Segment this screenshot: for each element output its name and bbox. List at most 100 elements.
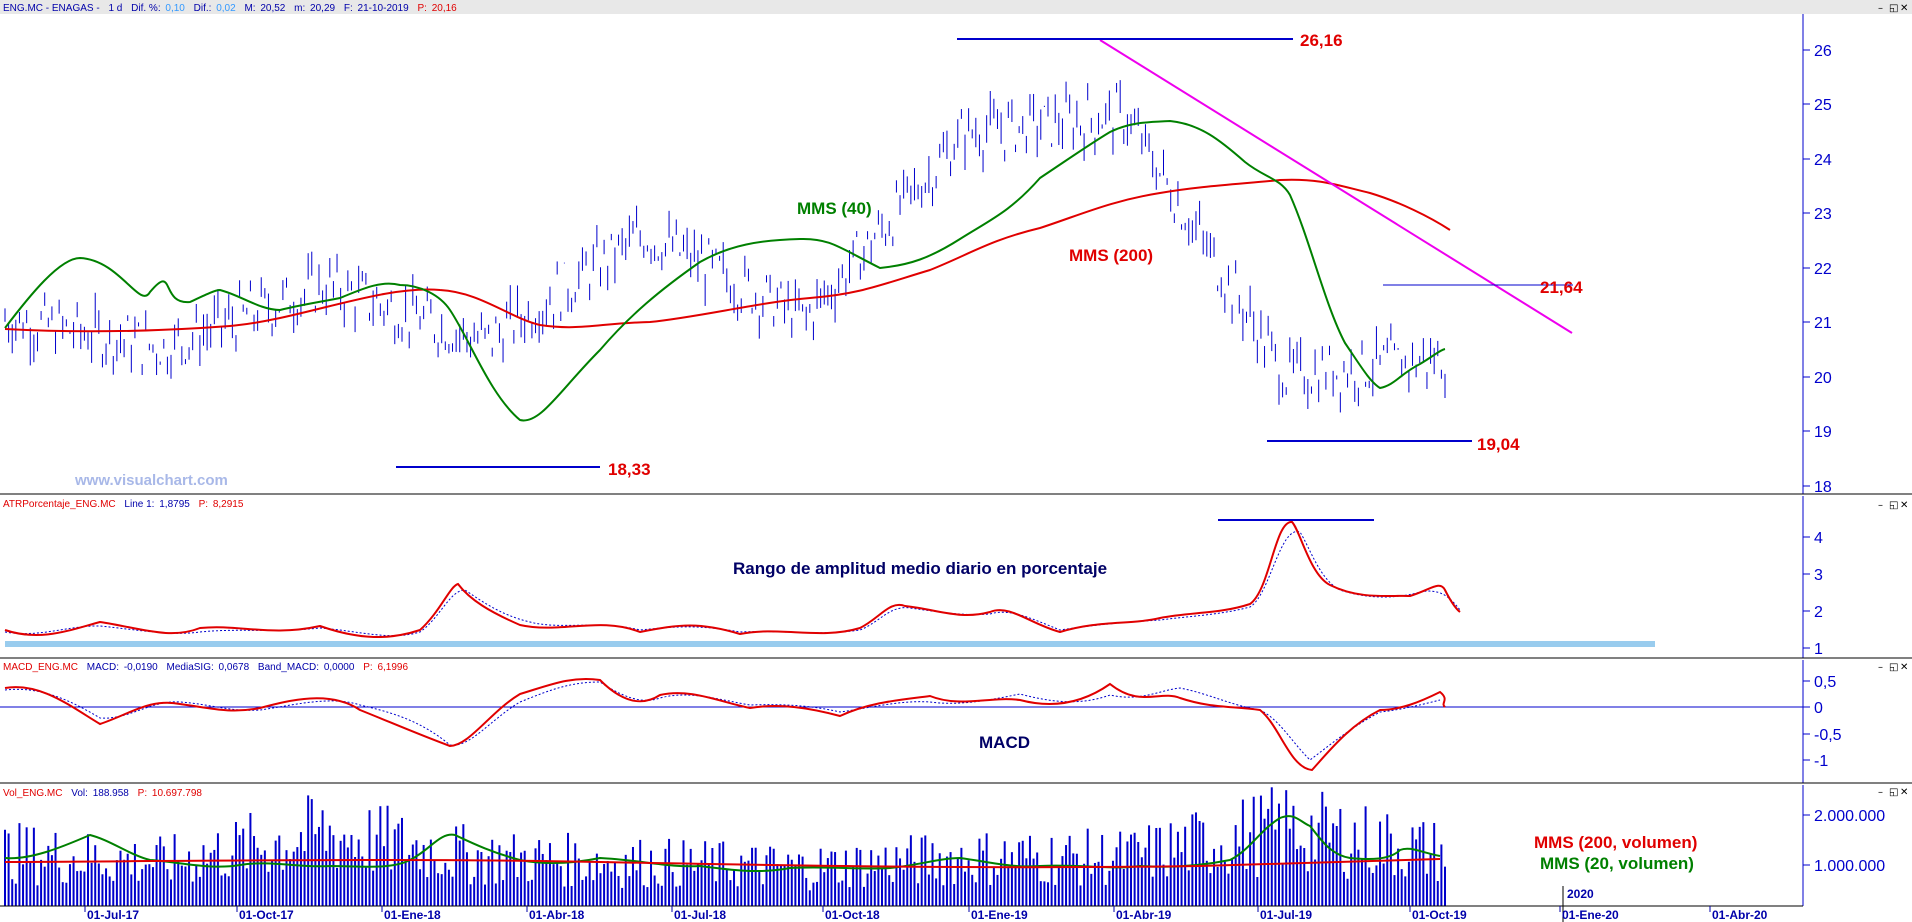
restore-icon[interactable]: ◱ (1889, 662, 1898, 673)
volume-bar (375, 834, 378, 906)
volume-bar (260, 854, 263, 906)
volume-bar (1407, 861, 1410, 906)
volume-bars (4, 787, 1446, 906)
volume-bar (1350, 853, 1353, 906)
macd-panel[interactable]: MACD_ENG.MC MACD: -0,0190 MediaSIG: 0,06… (0, 660, 1912, 784)
volume-bar (588, 861, 591, 906)
volume-bar (776, 864, 779, 906)
volume-bar (1101, 834, 1104, 906)
restore-icon[interactable]: ◱ (1889, 787, 1898, 798)
volume-bar (354, 857, 357, 906)
volume-bar (1061, 856, 1064, 906)
volume-mms200-line (4, 858, 1441, 869)
svg-text:22: 22 (1814, 261, 1832, 278)
volume-bar (841, 880, 844, 906)
volume-bar (617, 875, 620, 906)
volume-bar (1072, 853, 1075, 906)
close-icon[interactable]: ✕ (1900, 3, 1908, 14)
close-icon[interactable]: ✕ (1900, 787, 1908, 798)
volume-bar (668, 838, 671, 906)
volume-bar (1425, 873, 1428, 906)
volume-bar (480, 852, 483, 906)
volume-bar (234, 821, 237, 906)
volume-bar (83, 871, 86, 906)
volume-bar (1292, 805, 1295, 906)
volume-bar (314, 834, 317, 906)
volume-bar (419, 869, 422, 906)
restore-icon[interactable]: ◱ (1889, 500, 1898, 511)
volume-bar (982, 850, 985, 906)
volume-bar (772, 848, 775, 906)
volume-bar (1418, 826, 1421, 906)
atr-panel[interactable]: ATRPorcentaje_ENG.MC Line 1: 1,8795 P: 8… (0, 496, 1912, 659)
volume-bar (1079, 885, 1082, 906)
svg-text:0: 0 (1814, 700, 1823, 717)
minimize-icon[interactable]: – (1878, 3, 1883, 14)
volume-bar (844, 850, 847, 906)
volume-bar (1339, 808, 1342, 906)
volume-bar (967, 860, 970, 906)
x-tick-label: 01-Abr-20 (1712, 908, 1768, 922)
macd-title: MACD (979, 733, 1030, 752)
volume-bar (1393, 875, 1396, 906)
restore-icon[interactable]: ◱ (1889, 3, 1898, 14)
volume-bar (949, 852, 952, 906)
price-window-controls[interactable]: – ◱ ✕ (1878, 3, 1908, 14)
volume-bar (1057, 865, 1060, 906)
close-icon[interactable]: ✕ (1900, 662, 1908, 673)
volume-bar (646, 887, 649, 906)
volume-bar (631, 846, 634, 906)
volume-bar (819, 848, 822, 906)
volume-bar (1404, 876, 1407, 906)
macd-window-controls[interactable]: – ◱ ✕ (1878, 662, 1908, 673)
volume-bar (570, 886, 573, 906)
volume-bar (119, 850, 122, 906)
volume-bar (1151, 876, 1154, 906)
volume-bar (364, 867, 367, 906)
volume-bar (1429, 853, 1432, 906)
volume-bar (541, 853, 544, 906)
volume-bar (1357, 849, 1360, 906)
volume-bar (675, 886, 678, 906)
price-panel[interactable]: ENG.MC - ENAGAS - 1 d Dif. %: 0,10 Dif.:… (0, 0, 1912, 496)
volume-bar (1277, 803, 1280, 906)
volume-bar (797, 854, 800, 906)
volume-bar (740, 855, 743, 906)
volume-bar (1191, 814, 1194, 906)
volume-bar (577, 858, 580, 906)
watermark: www.visualchart.com (74, 472, 228, 489)
atr-band (5, 641, 1655, 647)
volume-bar (144, 864, 147, 906)
volume-bar (1321, 791, 1324, 906)
svg-text:2: 2 (1814, 604, 1823, 621)
volume-bar (1021, 840, 1024, 906)
minimize-icon[interactable]: – (1878, 662, 1883, 673)
volume-bar (664, 848, 667, 906)
macd-signal-line (4, 681, 1441, 761)
volume-bar (1241, 799, 1244, 906)
volume-bar (61, 882, 64, 906)
volume-bar (1010, 852, 1013, 906)
volume-bar (603, 863, 606, 906)
volume-bar (1231, 859, 1234, 906)
volume-window-controls[interactable]: – ◱ ✕ (1878, 787, 1908, 798)
volume-bar (1032, 858, 1035, 906)
volume-bar (1111, 860, 1114, 906)
volume-bar (1176, 831, 1179, 906)
volume-bar (162, 846, 165, 906)
svg-text:21: 21 (1814, 315, 1832, 332)
minimize-icon[interactable]: – (1878, 787, 1883, 798)
minimize-icon[interactable]: – (1878, 500, 1883, 511)
volume-bar (7, 833, 10, 906)
atr-window-controls[interactable]: – ◱ ✕ (1878, 500, 1908, 511)
volume-bar (769, 846, 772, 906)
x-tick-label: 01-Oct-17 (239, 908, 294, 922)
volume-bar (978, 838, 981, 906)
volume-panel[interactable]: Vol_ENG.MC Vol: 188.958 P: 10.697.798 – … (3, 785, 1908, 906)
volume-bar (1256, 877, 1259, 906)
volume-bar (58, 867, 61, 906)
volume-bar (105, 868, 108, 906)
volume-bar (1335, 826, 1338, 906)
close-icon[interactable]: ✕ (1900, 500, 1908, 511)
volume-bar (357, 839, 360, 906)
